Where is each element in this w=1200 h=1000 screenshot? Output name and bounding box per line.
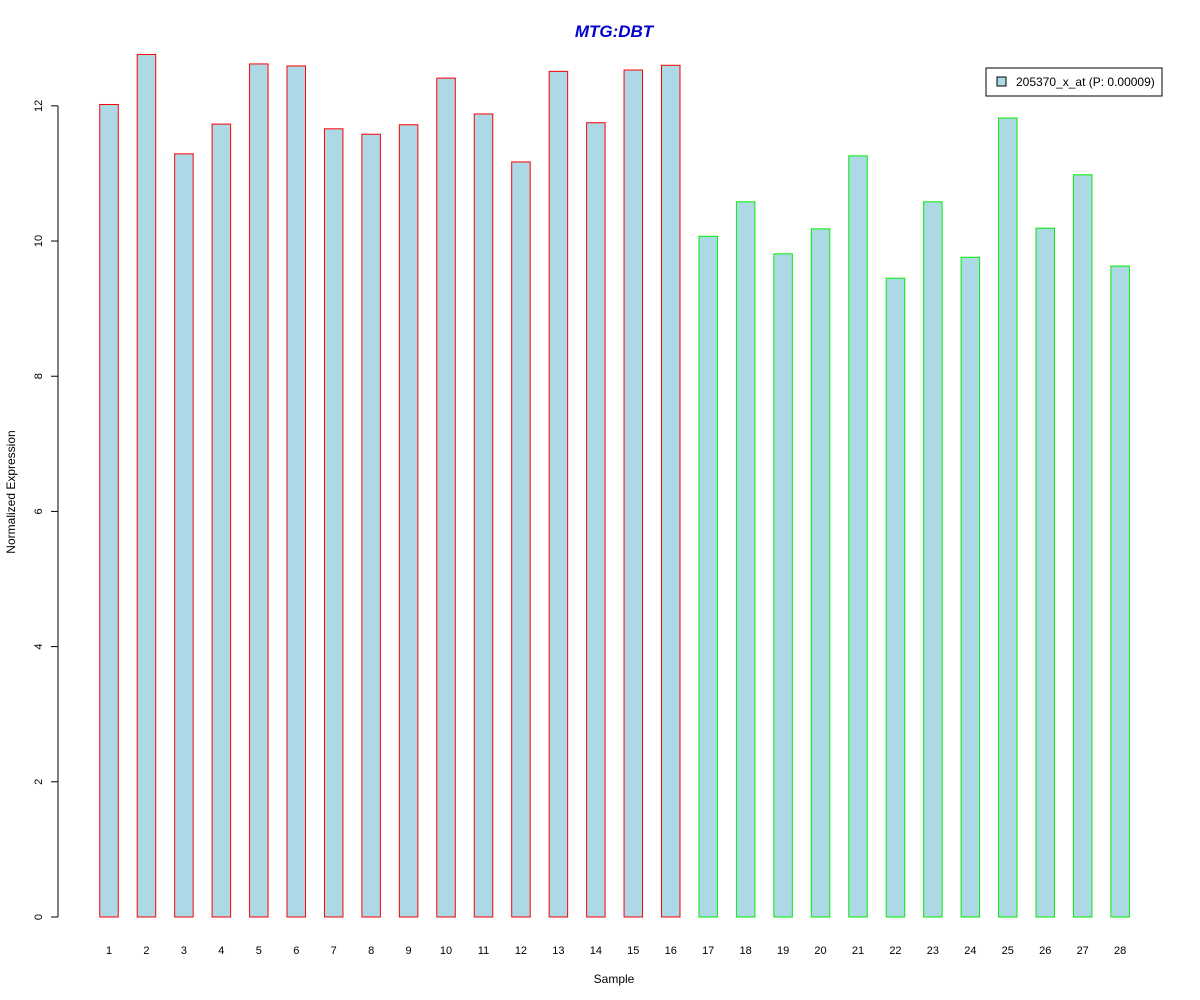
x-tick-label: 24 bbox=[964, 945, 976, 957]
y-tick-label: 12 bbox=[33, 100, 45, 112]
y-tick-label: 4 bbox=[33, 644, 45, 650]
bar-sample-3 bbox=[174, 153, 194, 918]
y-tick-label: 10 bbox=[33, 235, 45, 247]
bar-sample-21 bbox=[848, 155, 868, 918]
bar-sample-11 bbox=[473, 113, 494, 918]
bar-sample-12 bbox=[511, 161, 531, 918]
x-tick-label: 17 bbox=[702, 945, 714, 957]
x-tick-label: 5 bbox=[256, 945, 262, 957]
bar-sample-20 bbox=[810, 228, 831, 918]
bar-sample-1 bbox=[99, 103, 119, 918]
bar-sample-8 bbox=[361, 133, 381, 918]
bar-sample-23 bbox=[923, 201, 943, 918]
x-axis-label: Sample bbox=[594, 972, 635, 986]
x-tick-label: 21 bbox=[852, 945, 864, 957]
x-tick-label: 25 bbox=[1002, 945, 1014, 957]
bar-sample-5 bbox=[249, 63, 269, 918]
legend-label: 205370_x_at (P: 0.00009) bbox=[1016, 75, 1155, 89]
x-tick-label: 23 bbox=[927, 945, 939, 957]
bar-sample-2 bbox=[136, 53, 157, 918]
bar-sample-14 bbox=[586, 122, 606, 918]
legend: 205370_x_at (P: 0.00009) bbox=[985, 67, 1163, 97]
bars bbox=[99, 53, 1130, 918]
bar-sample-24 bbox=[960, 256, 981, 918]
legend-swatch bbox=[996, 76, 1007, 87]
bar-sample-7 bbox=[323, 128, 344, 918]
x-tick-label: 1 bbox=[106, 945, 112, 957]
y-axis: 0 2 4 6 8 10 12 bbox=[33, 100, 59, 920]
x-tick-label: 26 bbox=[1039, 945, 1051, 957]
x-tick-label: 4 bbox=[218, 945, 224, 957]
bar-sample-19 bbox=[773, 253, 793, 918]
y-tick-label: 0 bbox=[33, 914, 45, 920]
bar-sample-25 bbox=[998, 117, 1018, 918]
x-tick-label: 18 bbox=[740, 945, 752, 957]
y-tick-label: 8 bbox=[33, 373, 45, 379]
x-tick-label: 9 bbox=[406, 945, 412, 957]
x-tick-label: 22 bbox=[889, 945, 901, 957]
x-tick-label: 27 bbox=[1077, 945, 1089, 957]
x-tick-label: 16 bbox=[665, 945, 677, 957]
bar-sample-4 bbox=[211, 123, 232, 918]
x-tick-label: 15 bbox=[627, 945, 639, 957]
x-tick-label: 3 bbox=[181, 945, 187, 957]
bar-sample-27 bbox=[1072, 174, 1093, 918]
bar-sample-22 bbox=[885, 277, 906, 918]
legend-box bbox=[985, 67, 1163, 97]
y-tick-label: 6 bbox=[33, 508, 45, 514]
x-tick-label: 28 bbox=[1114, 945, 1126, 957]
x-tick-label: 7 bbox=[331, 945, 337, 957]
x-tick-label: 2 bbox=[143, 945, 149, 957]
bar-sample-15 bbox=[623, 69, 644, 918]
x-tick-label: 12 bbox=[515, 945, 527, 957]
bar-sample-10 bbox=[436, 77, 456, 918]
bar-sample-16 bbox=[661, 64, 681, 918]
bar-sample-26 bbox=[1035, 227, 1055, 918]
bar-sample-9 bbox=[398, 124, 419, 918]
bar-sample-17 bbox=[698, 235, 718, 918]
x-tick-label: 20 bbox=[814, 945, 826, 957]
x-tick-label: 13 bbox=[552, 945, 564, 957]
bar-sample-13 bbox=[548, 70, 569, 918]
x-tick-label: 6 bbox=[293, 945, 299, 957]
x-tick-label: 11 bbox=[478, 945, 489, 957]
bar-sample-6 bbox=[286, 65, 306, 918]
x-tick-label: 14 bbox=[590, 945, 602, 957]
x-tick-label: 19 bbox=[777, 945, 789, 957]
x-tick-labels: 1 2 3 4 5 6 7 8 9 10 11 12 13 14 15 16 17 18 19 20 21 22 23 24 2… bbox=[106, 945, 1126, 957]
y-axis-label: Normalized Expression bbox=[4, 430, 18, 553]
bar-sample-18 bbox=[735, 201, 756, 918]
y-tick-label: 2 bbox=[33, 779, 45, 785]
bar-sample-28 bbox=[1110, 265, 1130, 918]
x-tick-label: 10 bbox=[440, 945, 452, 957]
chart-title: MTG:DBT bbox=[575, 22, 655, 41]
x-tick-label: 8 bbox=[368, 945, 374, 957]
